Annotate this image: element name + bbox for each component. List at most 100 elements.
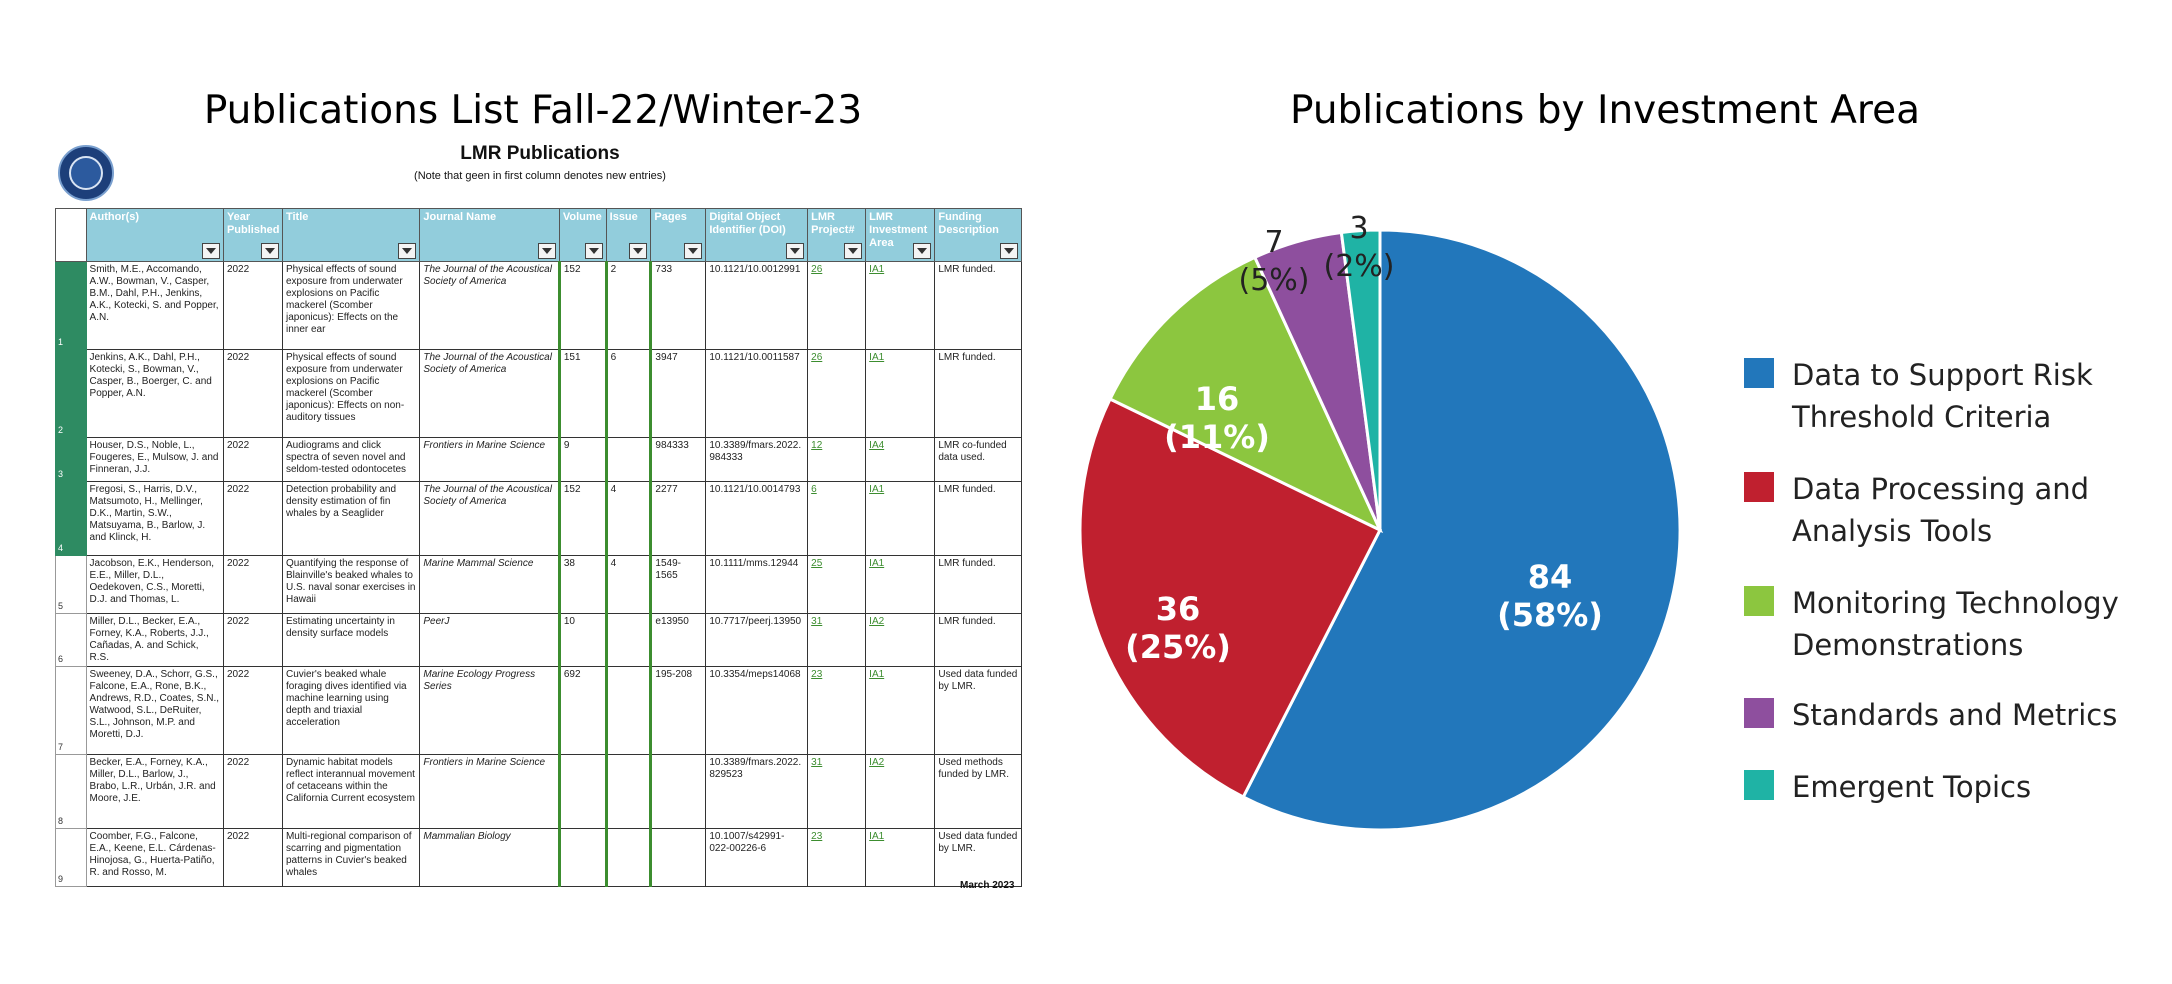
table-cell-area[interactable]: IA2 (865, 754, 936, 829)
table-cell-journal: Marine Mammal Science (419, 555, 560, 614)
publications-list-title: Publications List Fall-22/Winter-23 (203, 88, 863, 133)
filter-dropdown-icon[interactable] (629, 243, 648, 259)
column-header[interactable]: Author(s) (85, 208, 224, 262)
legend-item: Standards and Metrics (1744, 694, 2144, 736)
table-cell-issue (604, 754, 652, 829)
table-cell-title: Dynamic habitat models reflect interannu… (281, 754, 421, 829)
table-cell-doi: 10.3389/fmars.2022.829523 (705, 754, 809, 829)
column-header[interactable]: LMR Investment Area (865, 208, 936, 262)
table-cell-journal: PeerJ (419, 613, 560, 667)
table-cell-issue: 2 (604, 261, 652, 350)
table-cell-project[interactable]: 31 (807, 754, 867, 829)
table-cell-authors: Miller, D.L., Becker, E.A., Forney, K.A.… (85, 613, 224, 667)
column-header-label: Issue (609, 211, 638, 223)
table-cell-pages: 195-208 (649, 666, 707, 755)
table-cell-volume (557, 828, 607, 887)
column-header-label: LMR Project# (811, 211, 855, 236)
legend-item: Emergent Topics (1744, 766, 2144, 808)
column-header[interactable]: Volume (558, 208, 607, 262)
table-cell-area[interactable]: IA1 (865, 481, 936, 556)
slice-percent-label: (2%) (1323, 249, 1394, 284)
table-cell-funding: LMR co-funded data used. (934, 437, 1022, 482)
table-row: 4 Fregosi, S., Harris, D.V., Matsumoto, H… (55, 481, 1022, 556)
column-header-label: Digital Object Identifier (DOI) (709, 211, 786, 236)
table-cell-project[interactable]: 6 (807, 481, 867, 556)
legend-item: Monitoring Technology Demonstrations (1744, 582, 2144, 666)
table-cell-doi: 10.1007/s42991-022-00226-6 (705, 828, 809, 887)
column-header[interactable]: Journal Name (419, 208, 560, 262)
column-header[interactable]: Funding Description (934, 208, 1022, 262)
column-header[interactable]: Issue (605, 208, 652, 262)
table-cell-year: 2022 (222, 754, 283, 829)
table-cell-journal: Marine Ecology Progress Series (419, 666, 560, 755)
slice-percent-label: (5%) (1238, 263, 1309, 298)
filter-dropdown-icon[interactable] (537, 243, 556, 259)
table-row: 1 Smith, M.E., Accomando, A.W., Bowman, V… (55, 261, 1022, 350)
table-cell-project[interactable]: 25 (807, 555, 867, 614)
table-cell-funding: Used data funded by LMR. (934, 666, 1022, 755)
table-cell-volume (557, 754, 607, 829)
row-number: 7 (55, 666, 87, 755)
row-number: 1 (55, 261, 87, 350)
column-header[interactable]: Digital Object Identifier (DOI) (705, 208, 809, 262)
column-header[interactable]: Pages (650, 208, 707, 262)
table-row: 3 Houser, D.S., Noble, L., Fougeres, E., … (55, 437, 1022, 482)
filter-dropdown-icon[interactable] (260, 243, 279, 259)
chart-title: Publications by Investment Area (1289, 88, 1921, 133)
table-cell-year: 2022 (222, 349, 283, 438)
table-cell-area[interactable]: IA1 (865, 261, 936, 350)
table-cell-project[interactable]: 23 (807, 666, 867, 755)
row-number: 9 (55, 828, 87, 887)
table-cell-authors: Houser, D.S., Noble, L., Fougeres, E., M… (85, 437, 224, 482)
table-cell-project[interactable]: 12 (807, 437, 867, 482)
table-cell-pages: 3947 (649, 349, 707, 438)
table-cell-title: Cuvier's beaked whale foraging dives ide… (281, 666, 421, 755)
column-header-label: Journal Name (423, 211, 497, 223)
table-cell-pages (649, 828, 707, 887)
table-cell-project[interactable]: 26 (807, 261, 867, 350)
filter-dropdown-icon[interactable] (786, 243, 805, 259)
table-cell-area[interactable]: IA1 (865, 666, 936, 755)
table-cell-doi: 10.1121/10.0012991 (705, 261, 809, 350)
column-header-label: LMR Investment Area (869, 211, 928, 249)
table-cell-area[interactable]: IA1 (865, 349, 936, 438)
table-cell-journal: Frontiers in Marine Science (419, 437, 560, 482)
organization-seal-icon (58, 145, 114, 201)
table-cell-authors: Becker, E.A., Forney, K.A., Miller, D.L.… (85, 754, 224, 829)
table-cell-issue (604, 437, 652, 482)
filter-dropdown-icon[interactable] (398, 243, 417, 259)
pie-chart: 84 (58%) 36 (25%) 16 (11%) 7 (5%) 3 (2%) (1080, 180, 2160, 880)
filter-dropdown-icon[interactable] (1000, 243, 1018, 259)
table-cell-doi: 10.7717/peerj.13950 (705, 613, 809, 667)
table-cell-funding: LMR funded. (934, 555, 1022, 614)
table-cell-title: Estimating uncertainty in density surfac… (281, 613, 421, 667)
pie-slice (1241, 228, 1682, 832)
filter-dropdown-icon[interactable] (684, 243, 703, 259)
table-cell-volume: 38 (557, 555, 607, 614)
filter-dropdown-icon[interactable] (584, 243, 603, 259)
table-cell-project[interactable]: 26 (807, 349, 867, 438)
column-header[interactable]: LMR Project# (807, 208, 867, 262)
table-cell-issue (604, 613, 652, 667)
column-header[interactable]: Year Published (222, 208, 283, 262)
table-cell-area[interactable]: IA1 (865, 828, 936, 887)
table-cell-journal: The Journal of the Acoustical Society of… (419, 261, 560, 350)
table-cell-area[interactable]: IA1 (865, 555, 936, 614)
table-cell-area[interactable]: IA4 (865, 437, 936, 482)
table-cell-doi: 10.1121/10.0011587 (705, 349, 809, 438)
table-cell-area[interactable]: IA2 (865, 613, 936, 667)
table-cell-journal: The Journal of the Acoustical Society of… (419, 349, 560, 438)
filter-dropdown-icon[interactable] (913, 243, 932, 259)
filter-dropdown-icon[interactable] (844, 243, 863, 259)
legend-swatch (1744, 358, 1774, 388)
table-cell-volume: 152 (557, 261, 607, 350)
chart-legend: Data to Support Risk Threshold Criteria … (1744, 354, 2144, 838)
column-header[interactable]: Title (281, 208, 421, 262)
slice-percent-label: (25%) (1125, 628, 1231, 666)
table-cell-pages: 984333 (649, 437, 707, 482)
table-cell-project[interactable]: 31 (807, 613, 867, 667)
table-cell-doi: 10.1111/mms.12944 (705, 555, 809, 614)
filter-dropdown-icon[interactable] (201, 243, 220, 259)
table-cell-project[interactable]: 23 (807, 828, 867, 887)
table-row: 7 Sweeney, D.A., Schorr, G.S., Falcone, E… (55, 666, 1022, 755)
